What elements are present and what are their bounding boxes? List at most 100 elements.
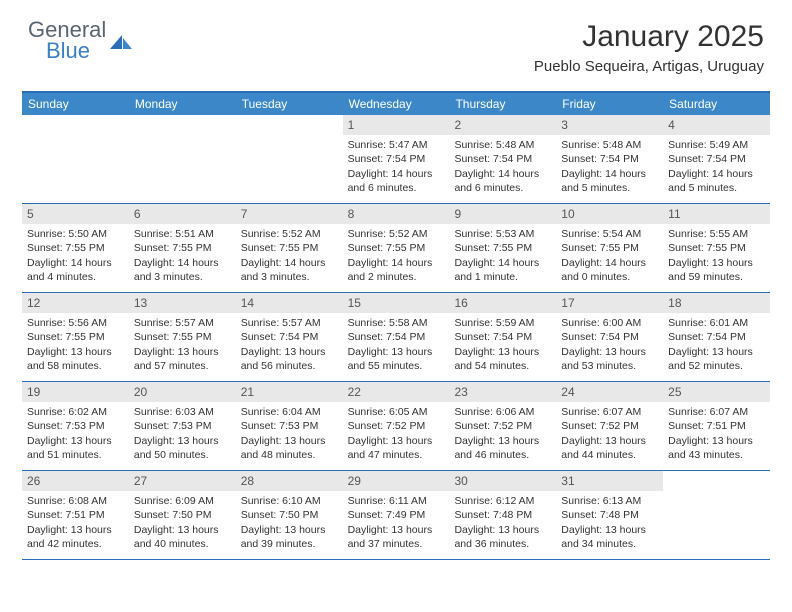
day-cell: 18Sunrise: 6:01 AMSunset: 7:54 PMDayligh… [663,293,770,381]
daylight-text: Daylight: 13 hours and 39 minutes. [241,523,338,551]
day-number: 29 [343,471,450,491]
day-body: Sunrise: 5:50 AMSunset: 7:55 PMDaylight:… [22,224,129,288]
day-cell: 23Sunrise: 6:06 AMSunset: 7:52 PMDayligh… [449,382,556,470]
day-empty: . [22,115,129,203]
daylight-text: Daylight: 14 hours and 1 minute. [454,256,551,284]
day-cell: 31Sunrise: 6:13 AMSunset: 7:48 PMDayligh… [556,471,663,559]
day-number: 8 [343,204,450,224]
sunset-text: Sunset: 7:51 PM [27,508,124,522]
day-cell: 27Sunrise: 6:09 AMSunset: 7:50 PMDayligh… [129,471,236,559]
day-number: 11 [663,204,770,224]
sunset-text: Sunset: 7:53 PM [134,419,231,433]
daylight-text: Daylight: 13 hours and 40 minutes. [134,523,231,551]
day-cell: 11Sunrise: 5:55 AMSunset: 7:55 PMDayligh… [663,204,770,292]
sunrise-text: Sunrise: 6:03 AM [134,405,231,419]
weekday-header: SundayMondayTuesdayWednesdayThursdayFrid… [22,93,770,115]
day-number: 4 [663,115,770,135]
day-number: 26 [22,471,129,491]
sunrise-text: Sunrise: 5:47 AM [348,138,445,152]
day-number: 23 [449,382,556,402]
sunset-text: Sunset: 7:55 PM [668,241,765,255]
day-body: Sunrise: 5:48 AMSunset: 7:54 PMDaylight:… [449,135,556,199]
daylight-text: Daylight: 14 hours and 3 minutes. [241,256,338,284]
day-number: 5 [22,204,129,224]
day-body: Sunrise: 6:00 AMSunset: 7:54 PMDaylight:… [556,313,663,377]
day-number: 6 [129,204,236,224]
day-body: Sunrise: 5:49 AMSunset: 7:54 PMDaylight:… [663,135,770,199]
day-body: Sunrise: 5:52 AMSunset: 7:55 PMDaylight:… [236,224,343,288]
daylight-text: Daylight: 13 hours and 50 minutes. [134,434,231,462]
week-row: 12Sunrise: 5:56 AMSunset: 7:55 PMDayligh… [22,293,770,382]
sunrise-text: Sunrise: 6:08 AM [27,494,124,508]
sunset-text: Sunset: 7:55 PM [134,330,231,344]
day-number: 24 [556,382,663,402]
sunset-text: Sunset: 7:54 PM [241,330,338,344]
daylight-text: Daylight: 13 hours and 57 minutes. [134,345,231,373]
weekday-wednesday: Wednesday [343,93,450,115]
day-body: Sunrise: 5:57 AMSunset: 7:55 PMDaylight:… [129,313,236,377]
day-number: 28 [236,471,343,491]
day-body: Sunrise: 5:48 AMSunset: 7:54 PMDaylight:… [556,135,663,199]
day-body: Sunrise: 6:08 AMSunset: 7:51 PMDaylight:… [22,491,129,555]
day-body: Sunrise: 6:03 AMSunset: 7:53 PMDaylight:… [129,402,236,466]
day-cell: 24Sunrise: 6:07 AMSunset: 7:52 PMDayligh… [556,382,663,470]
daylight-text: Daylight: 14 hours and 6 minutes. [454,167,551,195]
sunset-text: Sunset: 7:54 PM [454,152,551,166]
sunrise-text: Sunrise: 6:12 AM [454,494,551,508]
sunset-text: Sunset: 7:55 PM [241,241,338,255]
day-body: Sunrise: 5:54 AMSunset: 7:55 PMDaylight:… [556,224,663,288]
sunrise-text: Sunrise: 5:52 AM [241,227,338,241]
day-number: 15 [343,293,450,313]
sunset-text: Sunset: 7:51 PM [668,419,765,433]
day-number: 30 [449,471,556,491]
day-body: Sunrise: 6:01 AMSunset: 7:54 PMDaylight:… [663,313,770,377]
sunset-text: Sunset: 7:54 PM [348,330,445,344]
sunrise-text: Sunrise: 5:50 AM [27,227,124,241]
daylight-text: Daylight: 14 hours and 4 minutes. [27,256,124,284]
day-number: 14 [236,293,343,313]
weekday-friday: Friday [556,93,663,115]
day-number: 9 [449,204,556,224]
sunset-text: Sunset: 7:55 PM [27,241,124,255]
day-body: Sunrise: 6:02 AMSunset: 7:53 PMDaylight:… [22,402,129,466]
sunset-text: Sunset: 7:55 PM [561,241,658,255]
week-row: 26Sunrise: 6:08 AMSunset: 7:51 PMDayligh… [22,471,770,560]
title-block: January 2025 Pueblo Sequeira, Artigas, U… [534,20,764,75]
day-body: Sunrise: 5:58 AMSunset: 7:54 PMDaylight:… [343,313,450,377]
daylight-text: Daylight: 14 hours and 3 minutes. [134,256,231,284]
sunset-text: Sunset: 7:54 PM [454,330,551,344]
daylight-text: Daylight: 14 hours and 5 minutes. [668,167,765,195]
location: Pueblo Sequeira, Artigas, Uruguay [534,58,764,75]
sunrise-text: Sunrise: 6:13 AM [561,494,658,508]
day-number: 16 [449,293,556,313]
day-number: 25 [663,382,770,402]
day-cell: 7Sunrise: 5:52 AMSunset: 7:55 PMDaylight… [236,204,343,292]
day-number: 20 [129,382,236,402]
daylight-text: Daylight: 13 hours and 54 minutes. [454,345,551,373]
sunrise-text: Sunrise: 5:58 AM [348,316,445,330]
day-cell: 2Sunrise: 5:48 AMSunset: 7:54 PMDaylight… [449,115,556,203]
logo: General Blue [28,20,134,62]
day-number: 21 [236,382,343,402]
daylight-text: Daylight: 14 hours and 2 minutes. [348,256,445,284]
day-body: Sunrise: 6:05 AMSunset: 7:52 PMDaylight:… [343,402,450,466]
sunset-text: Sunset: 7:48 PM [561,508,658,522]
sunrise-text: Sunrise: 5:51 AM [134,227,231,241]
weekday-sunday: Sunday [22,93,129,115]
sunrise-text: Sunrise: 6:04 AM [241,405,338,419]
sunrise-text: Sunrise: 6:01 AM [668,316,765,330]
day-number: 1 [343,115,450,135]
day-cell: 13Sunrise: 5:57 AMSunset: 7:55 PMDayligh… [129,293,236,381]
sunrise-text: Sunrise: 5:53 AM [454,227,551,241]
sunset-text: Sunset: 7:54 PM [561,152,658,166]
day-body: Sunrise: 6:06 AMSunset: 7:52 PMDaylight:… [449,402,556,466]
day-cell: 12Sunrise: 5:56 AMSunset: 7:55 PMDayligh… [22,293,129,381]
sunset-text: Sunset: 7:54 PM [668,152,765,166]
sunset-text: Sunset: 7:54 PM [348,152,445,166]
sunset-text: Sunset: 7:50 PM [241,508,338,522]
daylight-text: Daylight: 13 hours and 44 minutes. [561,434,658,462]
sunrise-text: Sunrise: 5:56 AM [27,316,124,330]
day-cell: 16Sunrise: 5:59 AMSunset: 7:54 PMDayligh… [449,293,556,381]
day-cell: 21Sunrise: 6:04 AMSunset: 7:53 PMDayligh… [236,382,343,470]
daylight-text: Daylight: 13 hours and 36 minutes. [454,523,551,551]
